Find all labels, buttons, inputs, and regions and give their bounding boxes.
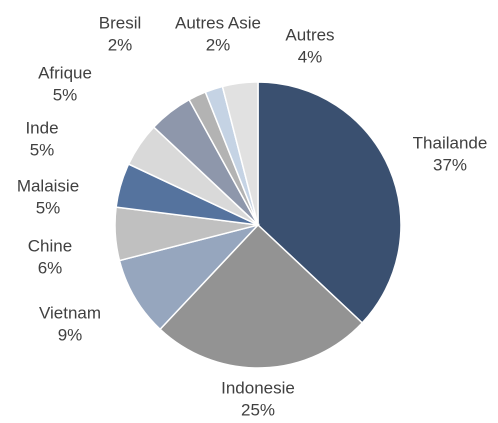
- slice-label: Bresil: [99, 13, 142, 32]
- slice-value-label: 5%: [36, 198, 61, 217]
- slice-value-label: 9%: [58, 325, 83, 344]
- slice-value-label: 25%: [241, 400, 275, 419]
- slice-label: Vietnam: [39, 303, 101, 322]
- slice-label: Autres: [285, 25, 334, 44]
- pie-slice: [257, 81, 402, 324]
- slice-value-label: 37%: [433, 155, 467, 174]
- slice-label: Indonesie: [221, 378, 295, 397]
- pie-slice: [159, 223, 364, 369]
- slice-label: Malaisie: [17, 176, 79, 195]
- slice-value-label: 2%: [108, 35, 133, 54]
- slice-label: Afrique: [38, 63, 92, 82]
- slice-value-label: 2%: [206, 35, 231, 54]
- slice-label: Inde: [25, 118, 58, 137]
- slice-label: Chine: [28, 236, 72, 255]
- slice-value-label: 4%: [298, 47, 323, 66]
- slice-value-label: 5%: [53, 85, 78, 104]
- slice-label: Thailande: [413, 133, 488, 152]
- pie-slice: [221, 81, 259, 226]
- pie-slice: [118, 223, 261, 331]
- slice-value-label: 6%: [38, 258, 63, 277]
- slice-value-label: 5%: [30, 140, 55, 159]
- slice-label: Autres Asie: [175, 13, 261, 32]
